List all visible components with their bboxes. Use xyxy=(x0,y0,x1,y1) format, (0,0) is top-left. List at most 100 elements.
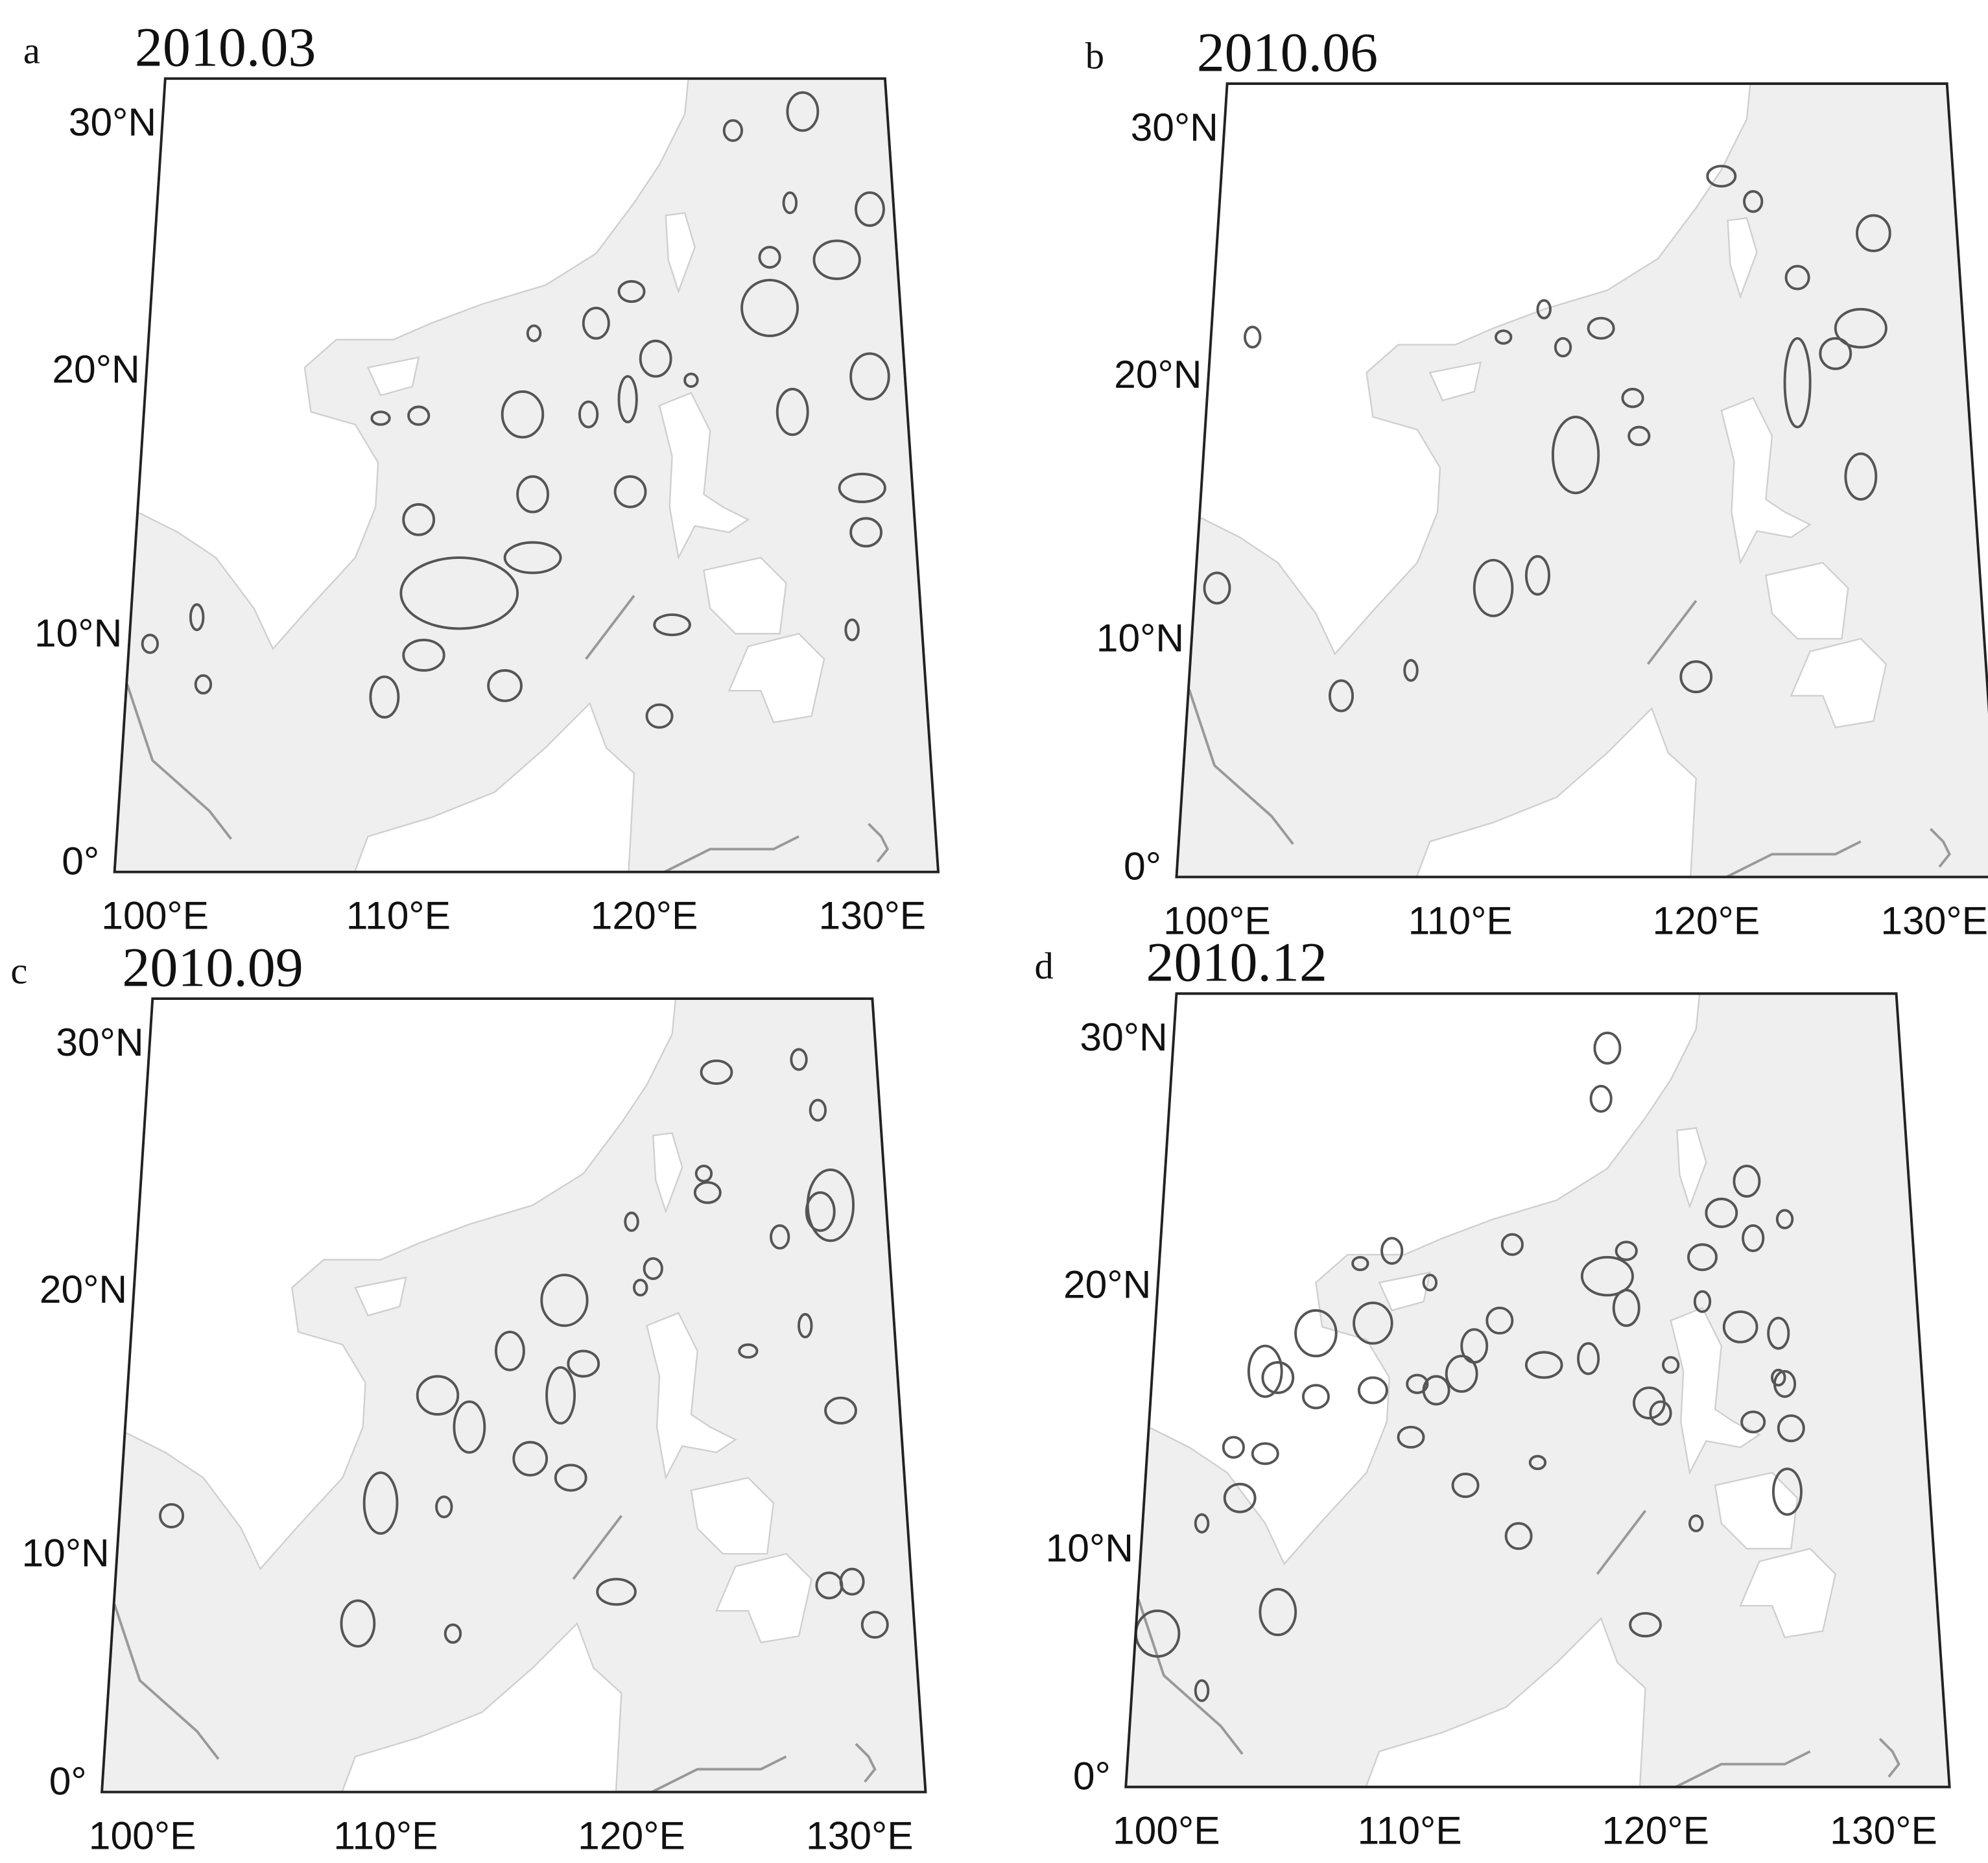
coastline xyxy=(1878,1738,1900,1778)
contour xyxy=(1621,388,1644,409)
contour xyxy=(775,388,809,436)
lon-label: 120°E xyxy=(1602,1809,1709,1853)
contour xyxy=(340,1599,376,1648)
contour xyxy=(1784,265,1810,291)
contour xyxy=(1294,1309,1338,1358)
lon-label: 120°E xyxy=(591,894,698,938)
contour xyxy=(1693,1290,1712,1313)
contour xyxy=(849,517,883,548)
contour xyxy=(526,324,542,342)
contour xyxy=(1422,1274,1438,1292)
lat-label: 0° xyxy=(62,839,99,883)
coastline xyxy=(1720,840,1862,877)
contour xyxy=(806,1168,855,1242)
lat-label: 20°N xyxy=(52,347,139,391)
contour xyxy=(1500,1233,1524,1256)
lat-label: 30°N xyxy=(1080,1015,1167,1059)
land xyxy=(690,1477,775,1555)
lat-label: 20°N xyxy=(1063,1262,1151,1306)
contour xyxy=(1397,1425,1425,1449)
map-content xyxy=(1176,83,1951,877)
contour xyxy=(1403,659,1419,682)
contour xyxy=(632,1279,648,1297)
contour xyxy=(487,669,523,702)
map-content xyxy=(102,999,889,1792)
contour xyxy=(1577,1342,1600,1375)
contour xyxy=(860,1611,889,1639)
contour xyxy=(838,472,886,503)
panel-date: 2010.12 xyxy=(1146,931,1327,993)
lon-label: 130°E xyxy=(806,1814,914,1858)
contour xyxy=(1589,1084,1613,1113)
contour xyxy=(1580,1255,1634,1297)
contour xyxy=(1777,1414,1805,1443)
contour xyxy=(1856,214,1891,252)
land xyxy=(335,1622,622,1792)
lon-label: 100°E xyxy=(1113,1809,1220,1853)
coastline xyxy=(1596,1510,1647,1575)
contour xyxy=(1819,337,1852,370)
contour xyxy=(839,1567,865,1596)
coastline xyxy=(1670,1750,1811,1787)
contour xyxy=(653,613,691,637)
contour xyxy=(141,634,160,654)
contour xyxy=(582,306,610,340)
land xyxy=(354,1276,407,1317)
panel-letter: a xyxy=(23,30,40,72)
lon-label: 130°E xyxy=(1830,1809,1937,1853)
contour xyxy=(683,372,699,388)
panel-letter: c xyxy=(10,950,27,992)
contour xyxy=(1742,1224,1765,1252)
land xyxy=(1739,1548,1837,1639)
land xyxy=(1428,361,1482,401)
lon-label: 130°E xyxy=(1880,898,1988,942)
lat-label: 10°N xyxy=(21,1531,109,1575)
map-frame xyxy=(113,77,940,873)
panel-letter: b xyxy=(1085,35,1104,77)
contour xyxy=(643,1257,663,1280)
coastline xyxy=(1646,600,1698,665)
contour xyxy=(639,339,672,378)
contour xyxy=(786,91,820,132)
land xyxy=(1676,1127,1707,1209)
contour xyxy=(855,191,885,227)
contour xyxy=(1536,299,1552,320)
contour xyxy=(1844,452,1878,501)
contour xyxy=(617,375,638,423)
lat-label: 10°N xyxy=(1046,1526,1133,1570)
land xyxy=(348,702,635,872)
contour xyxy=(362,1471,399,1535)
contour xyxy=(693,1181,722,1204)
map-content xyxy=(1126,993,1900,1787)
contour xyxy=(1494,329,1513,345)
map-frame xyxy=(101,997,927,1794)
contour xyxy=(1627,425,1651,446)
contour xyxy=(1733,1165,1761,1198)
contour xyxy=(844,618,860,641)
lat-label: 30°N xyxy=(56,1020,143,1064)
contour xyxy=(824,1396,857,1425)
land xyxy=(114,78,692,650)
contour xyxy=(1722,1310,1758,1344)
contour xyxy=(1834,307,1887,349)
contour xyxy=(722,119,744,142)
contour xyxy=(512,1441,549,1477)
contour xyxy=(805,1191,836,1232)
map-panel: c 2010.09 30°N 20°N 10°N 0°100°E 110°E 120°E 130… xyxy=(10,936,927,1858)
land xyxy=(1410,707,1697,877)
lat-label: 10°N xyxy=(34,611,122,655)
contour xyxy=(159,1502,185,1529)
coastline xyxy=(646,1755,787,1792)
land xyxy=(366,356,420,397)
contour xyxy=(1593,1031,1622,1065)
lon-label: 110°E xyxy=(1357,1809,1461,1853)
contour xyxy=(617,279,646,303)
coastline xyxy=(126,683,232,840)
contour xyxy=(809,1098,827,1122)
land xyxy=(1126,993,1703,1565)
contour xyxy=(782,191,798,215)
land xyxy=(1359,1617,1646,1787)
contour xyxy=(770,1224,790,1250)
lon-label: 110°E xyxy=(346,894,451,938)
land xyxy=(1378,1271,1431,1312)
